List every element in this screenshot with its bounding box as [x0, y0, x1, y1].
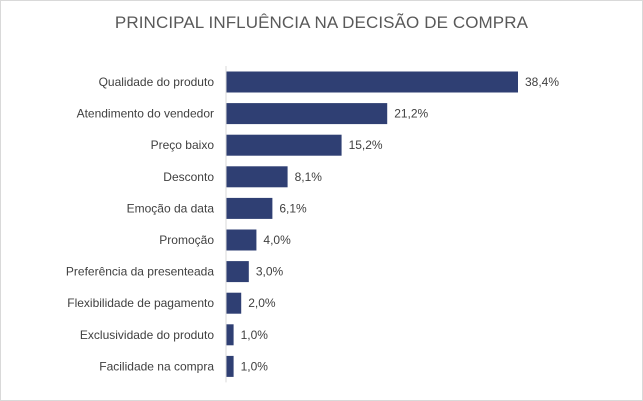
bar	[226, 134, 342, 156]
data-label: 15,2%	[349, 138, 383, 152]
data-label: 38,4%	[525, 75, 559, 89]
category-label: Qualidade do produto	[99, 75, 215, 89]
bar	[226, 355, 234, 377]
category-label: Flexibilidade de pagamento	[67, 296, 214, 310]
bar	[226, 324, 234, 346]
data-label: 1,0%	[241, 359, 269, 373]
data-label: 6,1%	[279, 201, 307, 215]
data-label: 8,1%	[295, 170, 323, 184]
category-label: Emoção da data	[127, 201, 215, 215]
category-label: Preço baixo	[151, 138, 215, 152]
category-label: Facilidade na compra	[99, 359, 214, 373]
bar	[226, 229, 257, 251]
category-label: Desconto	[163, 170, 214, 184]
data-label: 3,0%	[256, 265, 284, 279]
bar	[226, 261, 249, 283]
chart-title: PRINCIPAL INFLUÊNCIA NA DECISÃO DE COMPR…	[114, 13, 529, 32]
bar	[226, 71, 518, 93]
category-label: Exclusividade do produto	[80, 328, 214, 342]
bar	[226, 166, 288, 188]
category-label: Atendimento do vendedor	[77, 107, 214, 121]
category-label: Preferência da presenteada	[66, 265, 214, 279]
data-label: 21,2%	[394, 107, 428, 121]
bar	[226, 197, 273, 219]
bar	[226, 103, 388, 125]
bar	[226, 292, 242, 314]
data-label: 2,0%	[248, 296, 276, 310]
data-label: 1,0%	[241, 328, 269, 342]
data-label: 4,0%	[263, 233, 291, 247]
category-label: Promoção	[159, 233, 214, 247]
